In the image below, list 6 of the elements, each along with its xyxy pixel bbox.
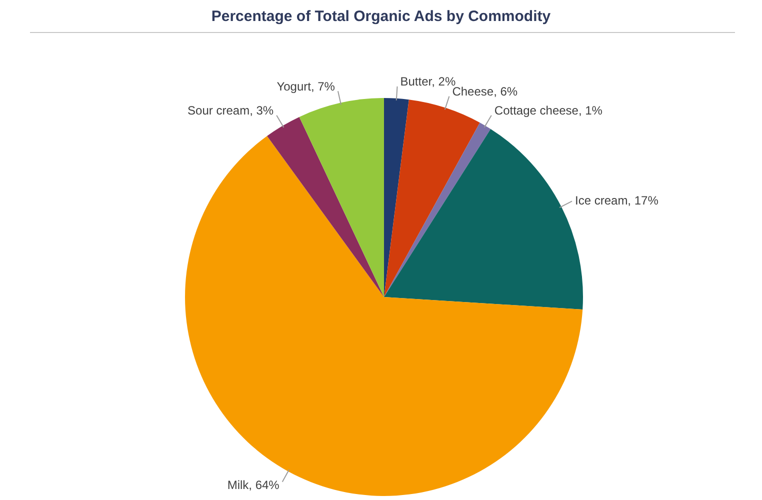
slice-label: Milk, 64% [227, 478, 280, 492]
slice-label: Sour cream, 3% [188, 104, 274, 118]
slice-label: Cottage cheese, 1% [494, 104, 603, 118]
slice-label: Yogurt, 7% [276, 79, 336, 94]
slice-label: Ice cream, 17% [575, 194, 659, 208]
chart-title: Percentage of Total Organic Ads by Commodity [210, 8, 552, 25]
